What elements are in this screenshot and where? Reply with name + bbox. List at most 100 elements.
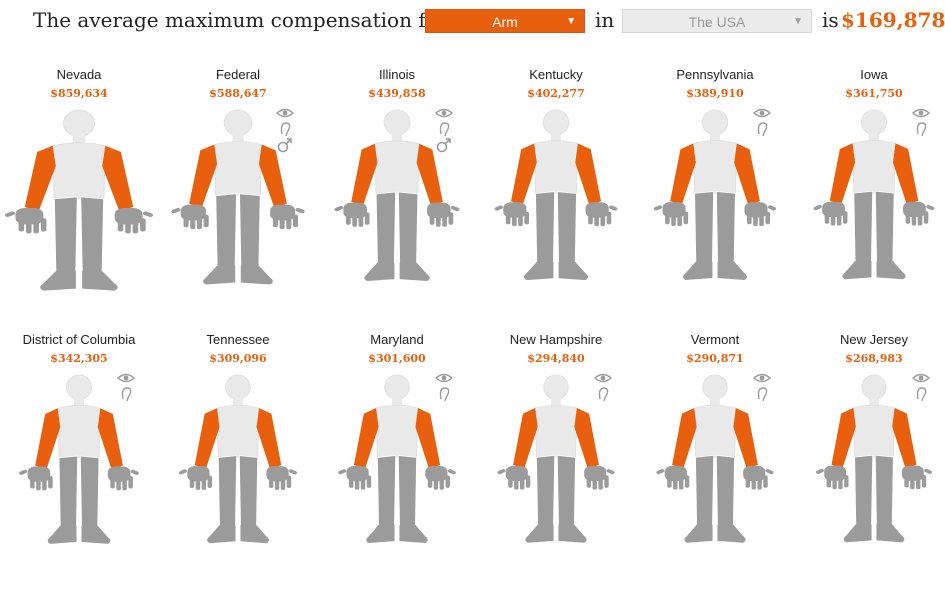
right-leg: [556, 454, 577, 527]
neck: [709, 132, 721, 141]
right-leg: [874, 454, 894, 527]
right-hand: [427, 202, 460, 227]
state-card[interactable]: Vermont $290,871: [636, 332, 794, 597]
neck: [392, 397, 402, 406]
right-hand: [744, 202, 777, 227]
eye-icon: [752, 108, 772, 118]
neck: [551, 397, 561, 406]
eye-icon: [593, 373, 613, 383]
left-leg: [694, 454, 715, 527]
location-value: The USA: [688, 14, 746, 30]
eye-icon: [752, 373, 772, 383]
left-foot: [843, 524, 872, 543]
left-foot: [682, 261, 713, 280]
right-foot: [558, 261, 589, 281]
right-hand: [107, 466, 139, 491]
location-select[interactable]: The USA ▼: [622, 9, 812, 33]
state-card[interactable]: New Hampshire $294,840: [477, 332, 635, 597]
state-card[interactable]: Tennessee $309,096: [159, 332, 317, 597]
state-card[interactable]: Illinois $439,858: [318, 67, 476, 332]
state-card[interactable]: Nevada $859,634: [0, 67, 158, 332]
left-arm: [24, 145, 56, 212]
right-arm: [416, 143, 443, 206]
ear-icon: [757, 122, 768, 137]
eye-icon: [911, 108, 931, 118]
head: [223, 109, 253, 136]
left-leg: [58, 455, 79, 528]
body-figure: [653, 108, 777, 280]
male-icon: [277, 138, 292, 153]
header: The average maximum compensation for one…: [0, 0, 945, 44]
left-hand: [656, 465, 690, 490]
state-name: Pennsylvania: [676, 67, 754, 82]
body-part-select[interactable]: Arm ▼: [425, 9, 585, 33]
left-arm: [829, 143, 856, 205]
headline-is: is: [822, 8, 839, 32]
left-hand: [653, 202, 689, 227]
left-foot: [523, 261, 554, 281]
left-arm: [189, 144, 218, 208]
neck: [232, 133, 244, 142]
right-foot: [240, 265, 273, 285]
left-arm: [672, 407, 697, 469]
state-amount: $268,983: [845, 352, 903, 365]
right-leg: [79, 196, 105, 274]
left-hand: [494, 202, 529, 227]
head: [383, 109, 411, 136]
torso: [533, 140, 579, 194]
state-amount: $301,600: [368, 352, 426, 365]
left-arm: [35, 408, 61, 470]
neck: [550, 132, 562, 141]
torso: [213, 141, 263, 197]
head: [701, 109, 729, 136]
head: [861, 374, 887, 400]
state-card[interactable]: Maryland $301,600: [318, 332, 476, 597]
chevron-down-icon: ▼: [793, 16, 803, 27]
left-foot: [47, 525, 77, 544]
right-hand: [266, 466, 298, 490]
body-figure: [19, 373, 139, 544]
left-foot: [525, 524, 554, 543]
headline-in: in: [595, 8, 615, 32]
state-card[interactable]: Iowa $361,750: [795, 67, 945, 332]
left-foot: [842, 261, 872, 280]
head: [66, 374, 92, 400]
right-foot: [717, 524, 746, 543]
state-card[interactable]: Pennsylvania $389,910: [636, 67, 794, 332]
right-arm: [892, 407, 917, 469]
head: [543, 374, 569, 400]
ear-icon: [439, 387, 450, 402]
state-card[interactable]: District of Columbia $342,305: [0, 332, 158, 597]
right-foot: [876, 261, 906, 280]
torso: [852, 140, 896, 194]
left-arm: [510, 143, 537, 206]
right-arm: [97, 408, 123, 470]
right-hand: [585, 202, 618, 227]
state-card[interactable]: Federal $588,647: [159, 67, 317, 332]
right-foot: [240, 525, 269, 544]
state-amount: $588,647: [209, 87, 267, 100]
body-figure: [813, 108, 935, 280]
right-arm: [734, 143, 760, 205]
left-leg: [375, 191, 397, 265]
left-hand: [338, 465, 372, 490]
head: [225, 374, 251, 400]
right-arm: [415, 408, 441, 469]
state-name: Iowa: [860, 67, 888, 82]
state-card[interactable]: New Jersey $268,983: [795, 332, 945, 597]
right-arm: [256, 408, 282, 469]
left-arm: [831, 407, 856, 469]
right-arm: [258, 144, 287, 208]
head: [860, 109, 888, 135]
state-card[interactable]: Kentucky $402,277: [477, 67, 635, 332]
left-arm: [194, 408, 220, 469]
neck: [868, 132, 880, 141]
eye-icon: [911, 373, 931, 383]
left-leg: [53, 196, 79, 274]
right-hand: [114, 208, 154, 234]
state-name: District of Columbia: [22, 332, 136, 347]
ear-icon: [439, 122, 450, 137]
right-arm: [575, 143, 602, 206]
right-foot: [399, 524, 428, 543]
state-name: Kentucky: [529, 67, 583, 82]
